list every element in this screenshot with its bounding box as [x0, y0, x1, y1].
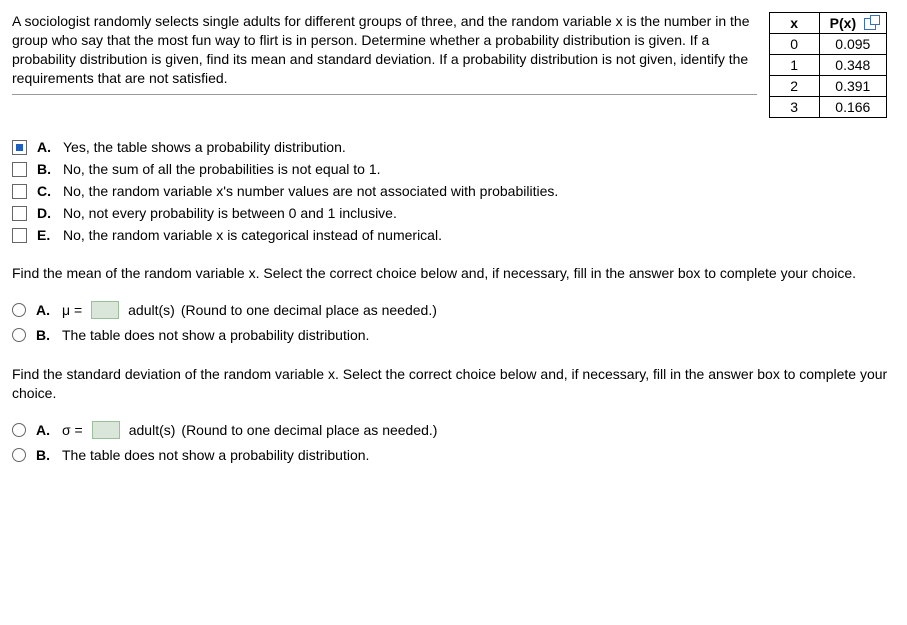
choice-a[interactable]: A. Yes, the table shows a probability di… [12, 136, 895, 158]
mu-suffix: adult(s) [128, 302, 175, 318]
checkbox-icon[interactable] [12, 184, 27, 199]
header-px: P(x) [819, 13, 886, 34]
table-header-row: x P(x) [769, 13, 886, 34]
sd-prompt: Find the standard deviation of the rando… [12, 365, 895, 403]
table-row: 2 0.391 [769, 76, 886, 97]
checkbox-icon[interactable] [12, 228, 27, 243]
choice-letter: E. [37, 227, 57, 243]
choice-letter: B. [36, 327, 56, 343]
probability-table-wrapper: x P(x) 0 0.095 1 0.348 2 0.391 3 0.166 [769, 12, 895, 118]
choice-letter: A. [37, 139, 57, 155]
choice-letter: B. [37, 161, 57, 177]
table-row: 0 0.095 [769, 34, 886, 55]
mu-answer-input[interactable] [91, 301, 119, 319]
checkbox-icon[interactable] [12, 206, 27, 221]
choice-text: No, the sum of all the probabilities is … [63, 161, 381, 177]
sigma-suffix: adult(s) [129, 422, 176, 438]
choice-d[interactable]: D. No, not every probability is between … [12, 202, 895, 224]
sigma-prefix: σ = [62, 422, 83, 438]
choice-e[interactable]: E. No, the random variable x is categori… [12, 224, 895, 246]
radio-icon[interactable] [12, 328, 26, 342]
cell-px: 0.095 [819, 34, 886, 55]
header-px-label: P(x) [830, 15, 856, 31]
sd-option-b[interactable]: B. The table does not show a probability… [12, 443, 895, 467]
radio-icon[interactable] [12, 423, 26, 437]
choice-text: No, the random variable x's number value… [63, 183, 558, 199]
mean-option-a[interactable]: A. μ = adult(s) (Round to one decimal pl… [12, 297, 895, 323]
choice-letter: B. [36, 447, 56, 463]
mean-radio-group: A. μ = adult(s) (Round to one decimal pl… [12, 297, 895, 347]
popup-icon[interactable] [864, 18, 876, 30]
cell-x: 0 [769, 34, 819, 55]
checkbox-icon[interactable] [12, 162, 27, 177]
choice-text: Yes, the table shows a probability distr… [63, 139, 346, 155]
cell-x: 3 [769, 97, 819, 118]
cell-px: 0.348 [819, 55, 886, 76]
choice-b[interactable]: B. No, the sum of all the probabilities … [12, 158, 895, 180]
sd-option-a[interactable]: A. σ = adult(s) (Round to one decimal pl… [12, 417, 895, 443]
choice-text: No, not every probability is between 0 a… [63, 205, 397, 221]
choice-text: The table does not show a probability di… [62, 447, 369, 463]
mean-prompt: Find the mean of the random variable x. … [12, 264, 895, 283]
choice-text: No, the random variable x is categorical… [63, 227, 442, 243]
checkbox-icon[interactable] [12, 140, 27, 155]
sigma-hint: (Round to one decimal place as needed.) [181, 422, 437, 438]
choice-letter: C. [37, 183, 57, 199]
problem-statement: A sociologist randomly selects single ad… [12, 12, 757, 95]
cell-px: 0.391 [819, 76, 886, 97]
choice-letter: A. [36, 302, 56, 318]
cell-x: 2 [769, 76, 819, 97]
radio-icon[interactable] [12, 303, 26, 317]
sd-radio-group: A. σ = adult(s) (Round to one decimal pl… [12, 417, 895, 467]
probability-table: x P(x) 0 0.095 1 0.348 2 0.391 3 0.166 [769, 12, 887, 118]
choice-letter: D. [37, 205, 57, 221]
mean-option-b[interactable]: B. The table does not show a probability… [12, 323, 895, 347]
radio-icon[interactable] [12, 448, 26, 462]
header-x: x [769, 13, 819, 34]
table-row: 3 0.166 [769, 97, 886, 118]
cell-px: 0.166 [819, 97, 886, 118]
choice-c[interactable]: C. No, the random variable x's number va… [12, 180, 895, 202]
sigma-answer-input[interactable] [92, 421, 120, 439]
mu-prefix: μ = [62, 302, 82, 318]
mu-hint: (Round to one decimal place as needed.) [181, 302, 437, 318]
choice-text: The table does not show a probability di… [62, 327, 369, 343]
choice-letter: A. [36, 422, 56, 438]
table-row: 1 0.348 [769, 55, 886, 76]
multi-choice-group: A. Yes, the table shows a probability di… [12, 136, 895, 246]
cell-x: 1 [769, 55, 819, 76]
